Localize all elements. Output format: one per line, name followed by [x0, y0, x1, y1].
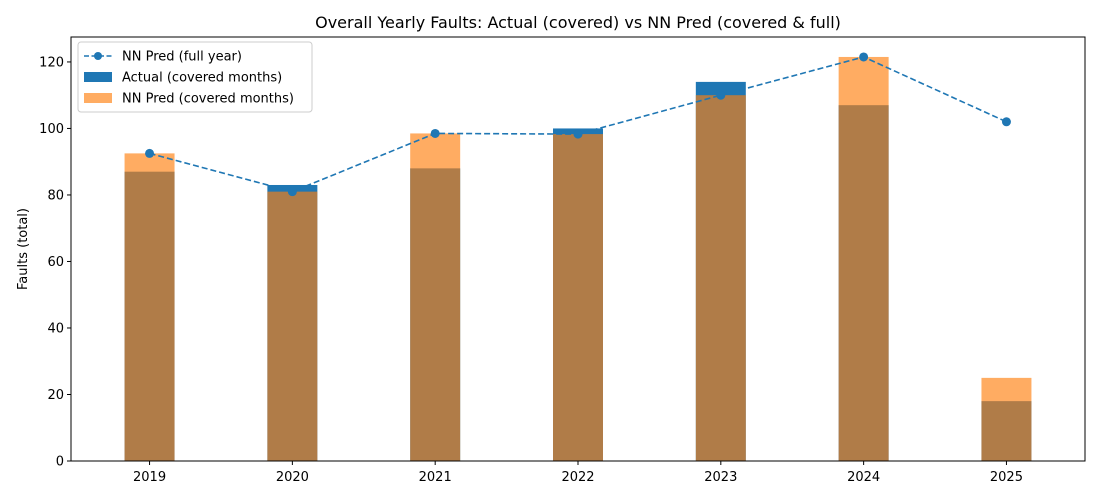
x-tick-label: 2021	[419, 470, 452, 485]
pred-covered-bar-2022	[553, 134, 603, 461]
y-tick-label: 80	[47, 188, 64, 203]
chart-title: Overall Yearly Faults: Actual (covered) …	[315, 13, 841, 32]
pred-full-year-point-2020	[287, 187, 297, 197]
pred-covered-bar-2025	[981, 377, 1032, 461]
line-layer	[145, 52, 1011, 197]
x-tick-label: 2023	[704, 470, 737, 485]
pred-full-year-point-2023	[716, 90, 726, 100]
pred-full-year-point-2021	[430, 128, 440, 138]
legend-marker-swatch	[94, 52, 102, 60]
pred-covered-bar-2020	[267, 191, 318, 461]
pred-full-year-point-2024	[859, 52, 869, 62]
y-tick-label: 120	[39, 55, 64, 70]
y-tick-label: 20	[47, 388, 64, 403]
bars-layer	[124, 56, 1032, 462]
x-tick-label: 2022	[561, 470, 594, 485]
axes-layer: 0 20 40 60 80 100 120 2019 2020 2021 2022 2023 2024 2…	[39, 36, 1086, 485]
x-tick-label: 2024	[847, 470, 880, 485]
legend-label: Actual (covered months)	[122, 71, 282, 86]
pred-covered-bar-2024	[838, 56, 889, 461]
legend-bar-swatch	[84, 93, 112, 103]
y-tick-label: 40	[47, 321, 64, 336]
pred-full-year-point-2022	[573, 129, 583, 139]
pred-covered-bar-2023	[695, 95, 746, 461]
legend-bar-swatch	[84, 72, 112, 82]
legend: NN Pred (full year) Actual (covered month…	[77, 41, 313, 113]
y-axis-label: Faults (total)	[16, 208, 31, 290]
pred-covered-bar-2021	[410, 133, 461, 461]
y-tick-label: 100	[39, 122, 64, 137]
y-tick-label: 60	[47, 255, 64, 270]
legend-label: NN Pred (covered months)	[122, 92, 294, 107]
x-tick-label: 2019	[133, 470, 166, 485]
x-tick-label: 2025	[990, 470, 1023, 485]
pred-full-year-point-2025	[1001, 117, 1011, 127]
y-tick-label: 0	[56, 455, 64, 470]
x-tick-label: 2020	[276, 470, 309, 485]
pred-covered-bar-2019	[124, 153, 175, 461]
legend-label: NN Pred (full year)	[122, 50, 242, 65]
legend-box	[77, 41, 313, 113]
pred-full-year-point-2019	[145, 148, 155, 158]
